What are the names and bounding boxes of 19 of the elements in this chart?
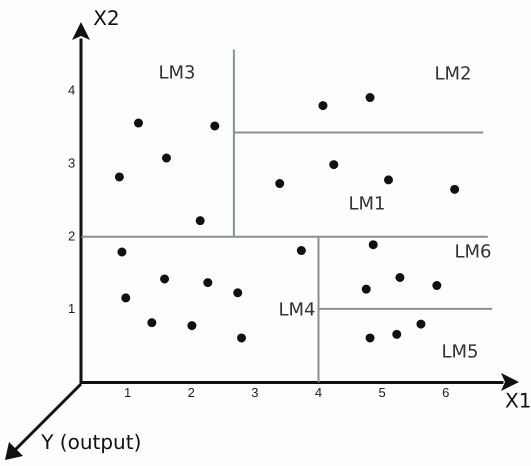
annotation: LM1 (348, 194, 386, 215)
y-tick-label: 4 (68, 82, 76, 98)
x-tick-label: 1 (124, 384, 132, 400)
annotation: LM3 (158, 62, 196, 84)
y-axis-title: X2 (93, 6, 120, 30)
text: Y (output) (41, 430, 142, 454)
annotation: LM2 (434, 64, 472, 85)
y-tick-label: 3 (68, 155, 76, 170)
x-tick-label: 4 (314, 384, 322, 400)
y-tick-label: 2 (68, 228, 76, 244)
x-tick-label: 3 (251, 384, 259, 400)
annotation: LM6 (454, 242, 492, 263)
x-tick-label: 6 (442, 384, 450, 400)
annotation: LM4 (278, 300, 316, 321)
x-tick-label: 5 (378, 384, 386, 400)
annotation: LM5 (441, 342, 479, 363)
y-tick-label: 1 (68, 301, 76, 316)
x-tick-label: 2 (188, 384, 195, 400)
x-axis-title: X1 (505, 388, 531, 413)
